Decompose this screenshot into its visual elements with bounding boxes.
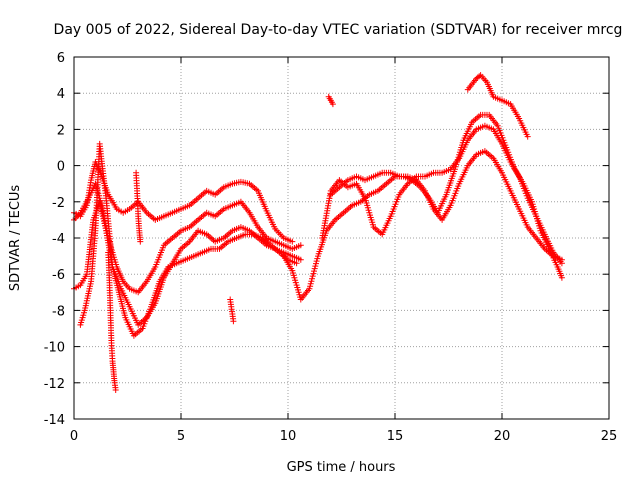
y-tick-label: 2 xyxy=(57,123,65,138)
y-axis: -14 -12 -10 -8 -6 -4 -2 0 2 4 6 xyxy=(44,51,609,428)
y-tick-label: 0 xyxy=(57,160,65,175)
data-point-markers xyxy=(325,93,336,108)
series-blip-12h xyxy=(325,93,336,108)
data-point-markers xyxy=(105,249,119,393)
x-tick-label: 25 xyxy=(601,429,618,444)
series-track-6 xyxy=(319,122,565,267)
y-tick-label: -6 xyxy=(52,268,65,283)
data-point-markers xyxy=(133,169,144,245)
x-tick-label: 10 xyxy=(280,429,297,444)
y-axis-label: SDTVAR / TECUs xyxy=(8,185,23,292)
y-tick-label: -14 xyxy=(44,413,65,428)
y-tick-label: 6 xyxy=(57,51,65,66)
data-point-markers xyxy=(77,140,300,339)
series-spike-3h xyxy=(133,169,144,245)
chart-title: Day 005 of 2022, Sidereal Day-to-day VTE… xyxy=(54,22,623,38)
series-blip-7.5h xyxy=(227,296,237,325)
y-tick-label: -2 xyxy=(52,196,65,211)
x-tick-label: 15 xyxy=(387,429,404,444)
data-point-markers xyxy=(327,148,565,263)
series-track-7 xyxy=(327,148,565,263)
data-point-markers xyxy=(227,296,237,325)
x-tick-label: 0 xyxy=(70,429,78,444)
y-tick-label: -4 xyxy=(52,232,65,247)
x-tick-label: 5 xyxy=(177,429,185,444)
series-track-8 xyxy=(464,72,531,140)
data-point-markers xyxy=(464,72,531,140)
x-tick-label: 20 xyxy=(494,429,511,444)
y-tick-label: 4 xyxy=(57,87,65,102)
y-tick-label: -10 xyxy=(44,341,65,356)
data-layer xyxy=(71,72,565,393)
series-spike-1.7h xyxy=(105,249,119,393)
x-axis: 0 5 10 15 20 25 xyxy=(70,57,617,444)
y-tick-label: -12 xyxy=(44,377,65,392)
y-tick-label: -8 xyxy=(52,304,65,319)
series-track-4 xyxy=(77,140,300,339)
x-axis-label: GPS time / hours xyxy=(287,460,396,475)
grid xyxy=(74,57,609,419)
